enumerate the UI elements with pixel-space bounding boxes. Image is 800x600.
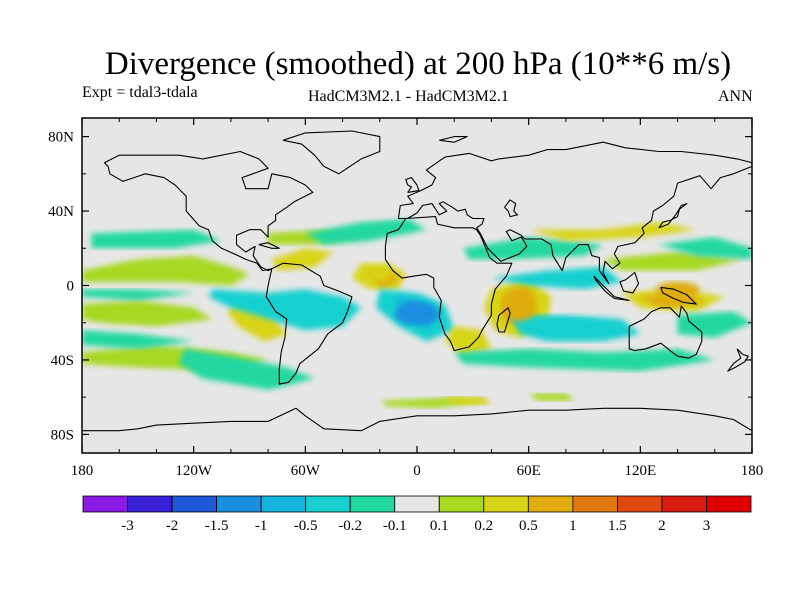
y-tick-label-3: 40S: [51, 353, 74, 369]
feature-4: [502, 287, 537, 321]
colorbar-swatch-3: [216, 495, 262, 513]
field-caribbean: [271, 248, 334, 271]
colorbar-label-13: 3: [703, 518, 711, 534]
experiment-label: Expt = tdal3-tdala: [82, 84, 198, 101]
field-swpac: [677, 311, 752, 338]
x-tick-label-5: 120E: [624, 463, 656, 479]
field-npac-40n: [91, 203, 176, 219]
coastline-africa: [384, 216, 513, 352]
coastline-svalbard: [439, 136, 468, 143]
coastline-eurasia: [397, 141, 752, 285]
model-label: HadCM3M2.1 - HadCM3M2.1: [308, 88, 509, 105]
coastline-australia: [628, 305, 703, 359]
field-band-spac: [82, 300, 213, 327]
y-tick-label-4: 80S: [51, 427, 74, 443]
field-asia-band: [463, 237, 604, 260]
x-tick-label-1: 120W: [175, 463, 213, 479]
coastline-north-america: [103, 150, 314, 272]
y-tick-label-0: 80N: [48, 130, 74, 146]
colorbar-swatch-1: [127, 495, 173, 513]
colorbar-swatch-10: [527, 495, 574, 513]
colorbar-label-0: -3: [121, 518, 134, 534]
feature-5: [368, 267, 391, 282]
colorbar-label-6: -0.1: [383, 518, 407, 534]
colorbar-label-10: 1: [569, 518, 577, 534]
feature-2: [292, 300, 337, 318]
field-natl-40n: [305, 203, 417, 219]
colorbar-swatch-4: [260, 495, 307, 513]
y-tick-label-1: 40N: [48, 204, 74, 220]
field-band-npac: [82, 255, 250, 286]
field-antarctic-3: [528, 393, 576, 401]
feature-3: [539, 319, 602, 336]
coastline-madagascar: [496, 307, 511, 333]
colorbar-swatch-11: [572, 495, 618, 513]
coastline-indonesia-borneo: [619, 271, 640, 294]
field-spac-subtrop: [82, 330, 194, 349]
colorbar-label-1: -2: [166, 518, 179, 534]
colorbar-swatch-6: [349, 495, 396, 513]
season-label: ANN: [718, 88, 753, 105]
field-wpac-n: [603, 252, 743, 271]
colorbar-swatch-7: [394, 495, 440, 513]
colorbar-label-2: -1.5: [205, 518, 229, 534]
coastline-antarctica: [82, 407, 752, 432]
x-tick-label-4: 60E: [517, 463, 541, 479]
chart-title: Divergence (smoothed) at 200 hPa (10**6 …: [104, 46, 732, 82]
colorbar-label-4: -0.5: [294, 518, 318, 534]
coastline-south-america: [265, 262, 353, 385]
colorbar-swatch-5: [305, 495, 351, 513]
field-southern-ocean-e: [454, 348, 715, 372]
coastline-new-zealand: [727, 348, 749, 372]
colorbar-label-12: 2: [658, 518, 666, 534]
coastline-cuba: [258, 242, 280, 249]
field-asia-jet: [528, 222, 697, 241]
x-tick-label-2: 60W: [291, 463, 321, 479]
x-tick-label-6: 180: [741, 463, 764, 479]
colorbar-swatch-13: [661, 495, 707, 513]
coastline-sumatra-java: [593, 275, 630, 301]
coastline-uk: [405, 177, 420, 193]
colorbar-swatch-14: [706, 495, 752, 513]
field-nio: [491, 266, 622, 290]
x-tick-label-3: 0: [413, 463, 421, 479]
colorbar-label-5: -0.2: [338, 518, 362, 534]
colorbar-label-8: 0.2: [474, 518, 493, 534]
field-natl-subtrop: [305, 218, 427, 245]
coastline-new-guinea: [660, 286, 697, 305]
colorbar-swatch-0: [82, 495, 128, 513]
map-background: [82, 118, 752, 453]
coastline-arabia-caspian: [504, 199, 519, 218]
colorbar-label-3: -1: [255, 518, 268, 534]
field-southern-ocean-w: [178, 348, 315, 390]
field-wpac-subtrop: [658, 237, 752, 260]
feature-1: [394, 302, 440, 325]
field-npac-subtrop: [91, 229, 222, 249]
colorbar-swatch-9: [483, 495, 529, 513]
colorbar-swatch-2: [171, 495, 217, 513]
coastline-japan: [658, 203, 688, 229]
colorbar-label-7: 0.1: [430, 518, 449, 534]
coastline-greenland: [282, 130, 381, 175]
field-samerica: [208, 289, 362, 331]
field-pac-eq: [82, 289, 194, 301]
colorbar-swatch-8: [438, 495, 485, 513]
colorbar-label-9: 0.5: [519, 518, 538, 534]
y-tick-label-2: 0: [67, 279, 75, 295]
field-antarctic-2: [444, 397, 492, 405]
colorbar-label-11: 1.5: [608, 518, 627, 534]
x-tick-label-0: 180: [71, 463, 94, 479]
colorbar-swatch-12: [617, 495, 663, 513]
